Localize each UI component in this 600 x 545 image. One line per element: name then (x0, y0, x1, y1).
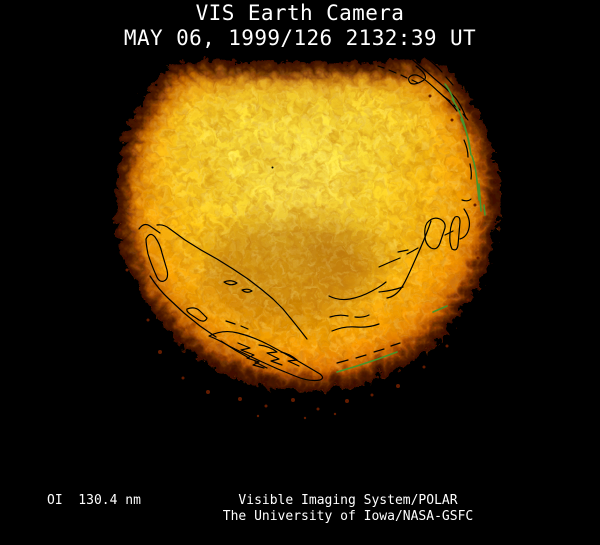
coastline-path (336, 342, 401, 364)
coastline-path (331, 323, 380, 332)
coastline-path (365, 60, 419, 84)
coastline-path (378, 247, 419, 268)
coastline-path (225, 320, 249, 330)
coastline-path (449, 215, 461, 251)
earth-disk (112, 58, 496, 388)
terminator-segment (432, 305, 448, 313)
coastline-path (208, 330, 324, 382)
coastline-path (223, 280, 238, 286)
coastline-path (408, 56, 467, 119)
coastline-path (427, 58, 454, 86)
image-title: VIS Earth Camera (195, 1, 405, 25)
limb-dark-rim (112, 58, 496, 388)
coastline-path (386, 220, 432, 299)
credit-block: Visible Imaging System/POLAR The Univers… (197, 493, 499, 525)
coastline-path (459, 198, 472, 240)
coastline-path (329, 314, 370, 318)
credit-line-2: The University of Iowa/NASA-GSFC (222, 509, 474, 524)
image-timestamp: MAY 06, 1999/126 2132:39 UT (123, 26, 477, 50)
image-artifact-dot (271, 166, 274, 169)
terminator-segment (471, 155, 480, 201)
coastline-path (378, 286, 404, 293)
coastline-overlay (138, 56, 472, 382)
wavelength-label: OI 130.4 nm (47, 493, 141, 508)
coastline-path (463, 139, 472, 180)
coastline-path (328, 281, 387, 301)
coastline-path (280, 351, 300, 367)
credit-line-1: Visible Imaging System/POLAR (238, 493, 458, 508)
coastline-path (186, 307, 208, 322)
coastline-path (237, 342, 265, 369)
terminator-overlay (336, 83, 486, 373)
terminator-segment (478, 183, 482, 212)
terminator-segment (460, 118, 471, 150)
terminator-segment (483, 204, 486, 216)
coastline-path (241, 288, 253, 293)
coastline-path (424, 217, 446, 250)
coastline-path (408, 65, 458, 112)
coastline-path (138, 223, 308, 340)
coastline-path (145, 233, 169, 282)
limb-speckles (118, 94, 480, 420)
coastline-path (258, 344, 283, 366)
coastline-path (397, 249, 409, 253)
coastline-path (444, 230, 454, 236)
terminator-segment (336, 351, 398, 373)
terminator-segment (444, 83, 455, 102)
